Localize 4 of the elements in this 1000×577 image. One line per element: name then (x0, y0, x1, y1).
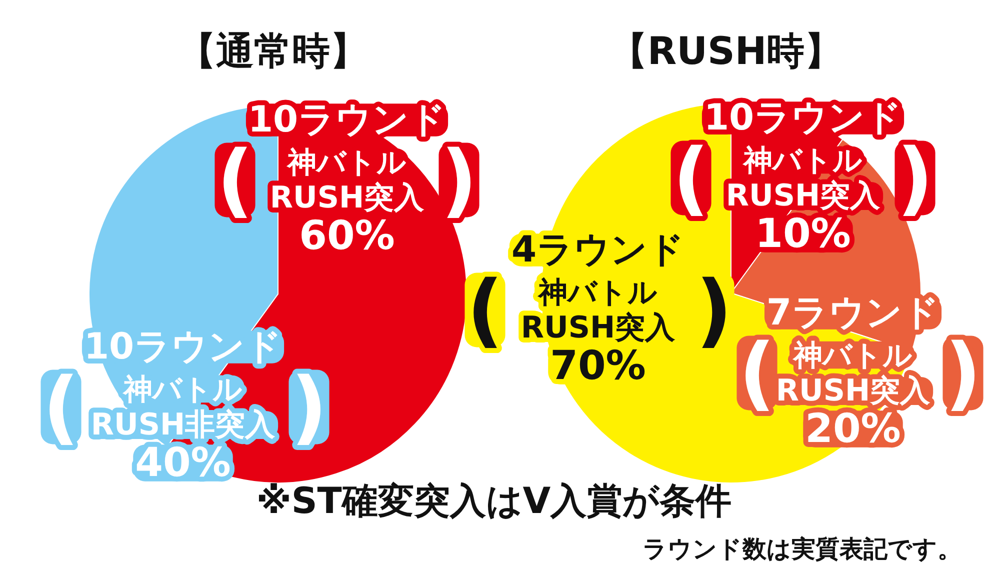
chart-title: 【RUSH時】 (608, 28, 844, 74)
text: ラウンド数は実質表記です。 (642, 534, 962, 566)
text: ※ST確変突入はV入賞が条件 (256, 480, 732, 522)
chart-title: 【通常時】 (177, 28, 369, 74)
